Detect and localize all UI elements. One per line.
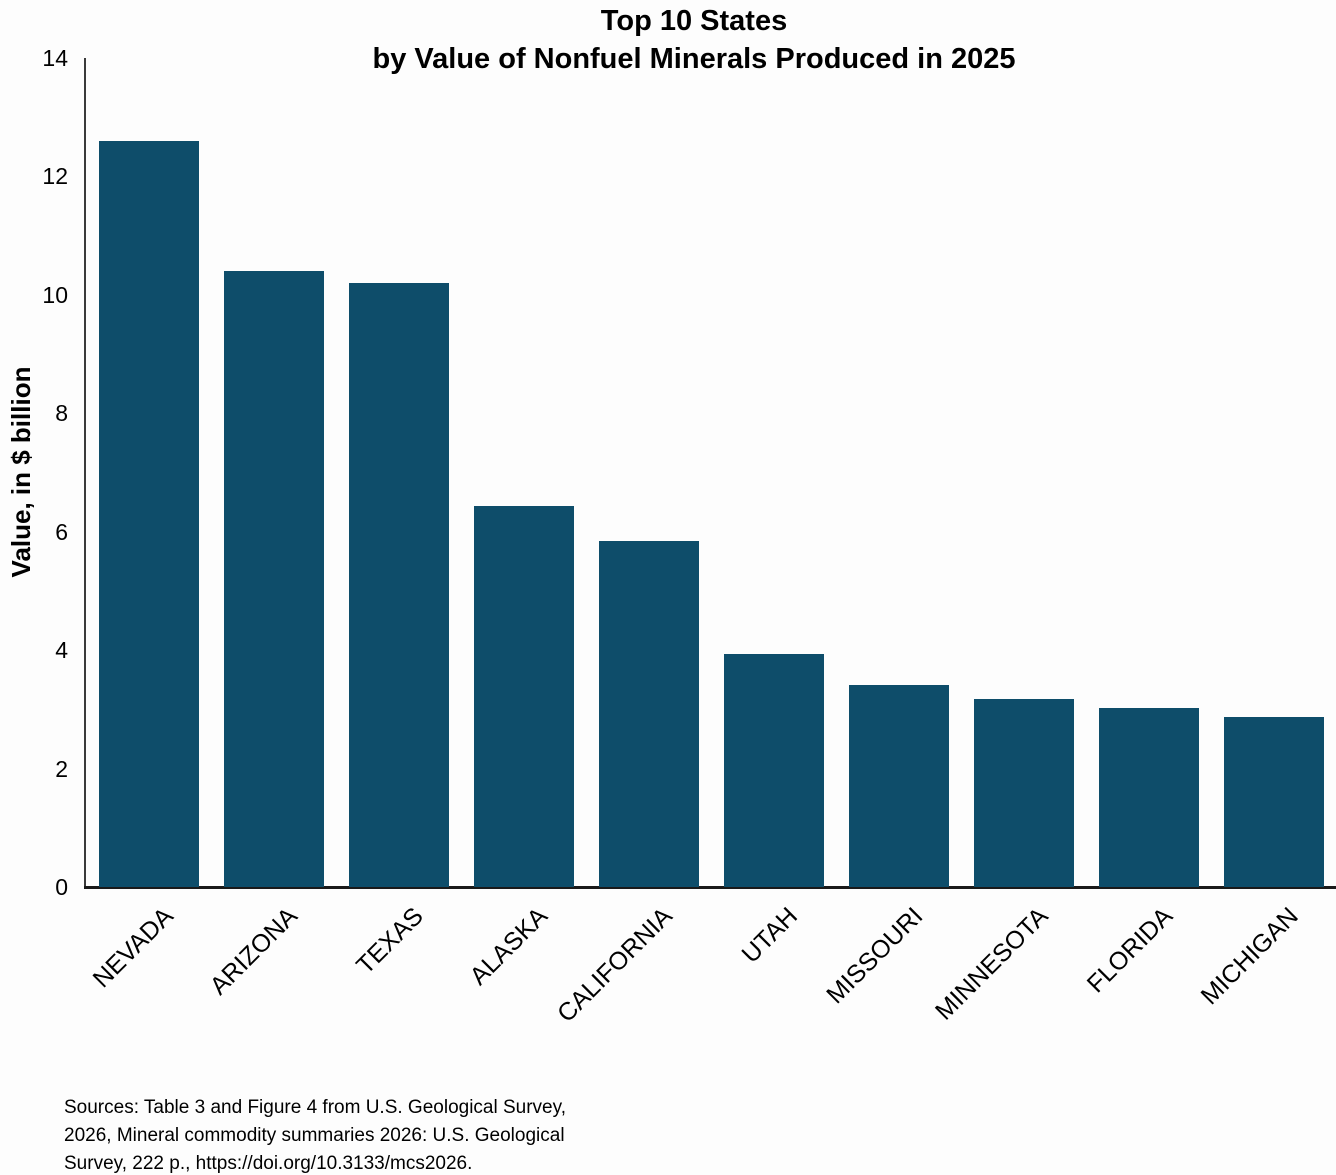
bar-minnesota [973, 699, 1074, 887]
x-label-florida: FLORIDA [1081, 902, 1179, 999]
x-label-alaska: ALASKA [464, 902, 554, 991]
x-label-nevada: NEVADA [87, 902, 179, 994]
y-tick-6: 6 [55, 518, 68, 545]
bar-texas [348, 283, 449, 887]
y-tick-8: 8 [55, 400, 68, 427]
chart-title: Top 10 States by Value of Nonfuel Minera… [0, 2, 1336, 78]
bar-nevada [98, 141, 199, 887]
bar-missouri [848, 685, 949, 887]
x-label-arizona: ARIZONA [204, 902, 304, 1001]
bar-florida [1098, 708, 1199, 887]
source-note-line: Survey, 222 p., https://doi.org/10.3133/… [64, 1153, 473, 1174]
bar-california [598, 541, 699, 887]
source-note-line: 2026, Mineral commodity summaries 2026: … [64, 1125, 565, 1146]
x-axis-line [84, 886, 1336, 889]
x-label-california: CALIFORNIA [552, 902, 679, 1028]
x-label-minnesota: MINNESOTA [929, 902, 1054, 1026]
y-tick-10: 10 [42, 281, 68, 308]
bar-arizona [223, 271, 324, 887]
source-note: Sources: Table 3 and Figure 4 from U.S. … [64, 1094, 566, 1175]
x-label-texas: TEXAS [350, 902, 429, 980]
bar-michigan [1223, 717, 1324, 887]
y-tick-12: 12 [42, 163, 68, 190]
y-tick-0: 0 [55, 874, 68, 900]
chart-title-line1: Top 10 States [600, 5, 788, 37]
source-note-line: Sources: Table 3 and Figure 4 from U.S. … [64, 1097, 566, 1118]
y-tick-2: 2 [55, 755, 68, 782]
bar-alaska [473, 506, 574, 887]
y-axis-line [84, 58, 86, 888]
chart-title-line2: by Value of Nonfuel Minerals Produced in… [372, 43, 1016, 75]
y-tick-14: 14 [42, 45, 68, 71]
x-label-utah: UTAH [736, 902, 804, 969]
y-tick-4: 4 [55, 637, 68, 664]
x-label-missouri: MISSOURI [821, 902, 929, 1010]
bar-utah [723, 654, 824, 887]
x-label-michigan: MICHIGAN [1195, 902, 1304, 1011]
